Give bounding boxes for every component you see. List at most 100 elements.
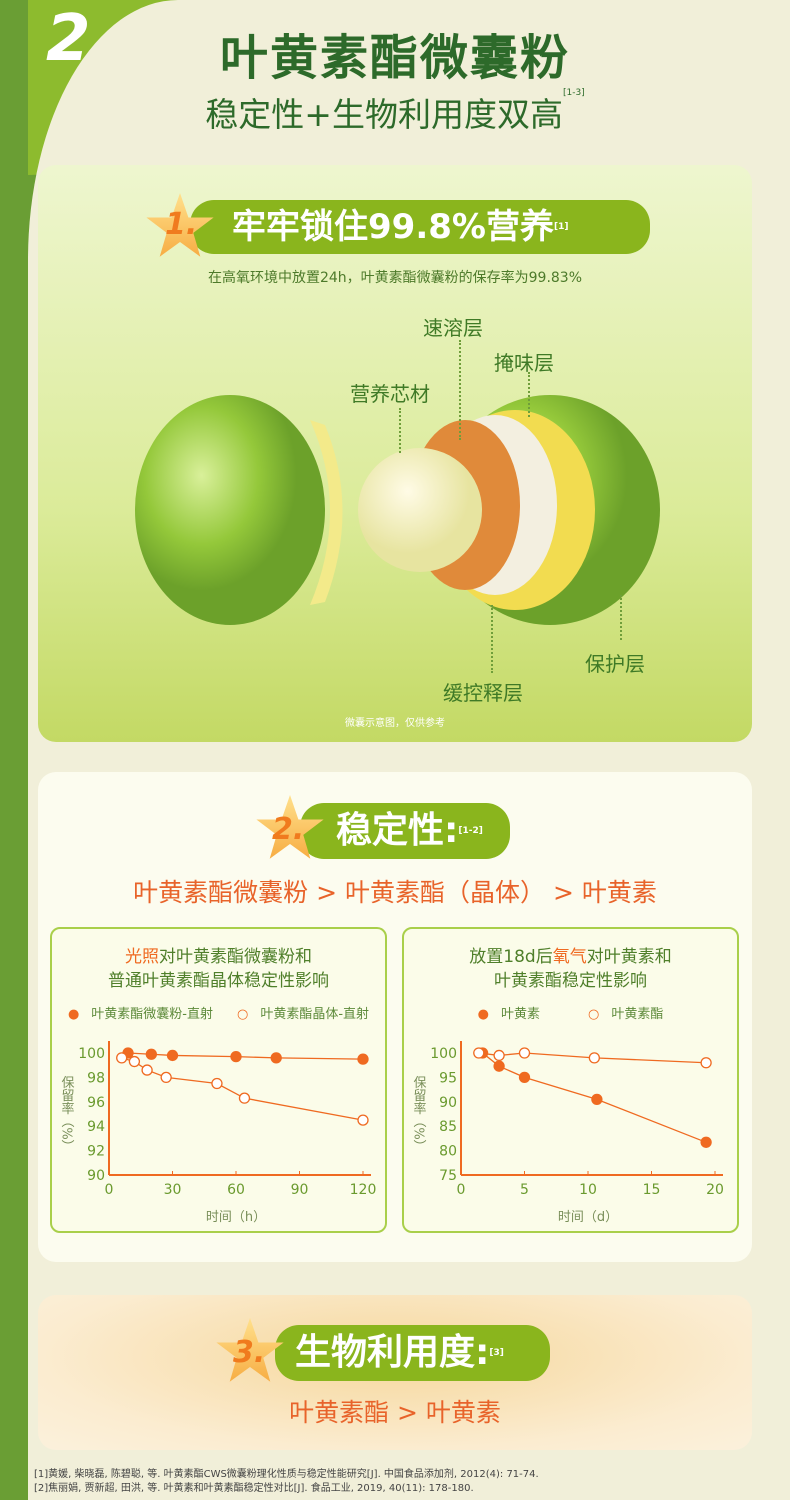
data-point (141, 1064, 153, 1076)
x-tick-label: 20 (706, 1182, 724, 1198)
x-tick-label: 10 (579, 1182, 597, 1198)
legend-label: 叶黄素酯晶体-直射 (260, 1007, 370, 1022)
illustration-note: 微囊示意图，仅供参考 (345, 718, 445, 729)
chart-title-highlight: 氧气 (552, 947, 587, 967)
label-core: 营养芯材 (350, 382, 430, 406)
chart-plot: 0 30 60 90 120 90 92 94 96 98 100 时间（h） 保留率（%） (59, 1041, 377, 1225)
x-tick-label: 120 (350, 1182, 377, 1198)
x-axis-label: 时间（h） (206, 1210, 266, 1225)
references: [1]黄媛, 柴晓磊, 陈碧聪, 等. 叶黄素酯CWS微囊粉理化性质与稳定性能研… (34, 1468, 539, 1496)
page-subtitle: 稳定性+生物利用度双高[1-3] (0, 88, 790, 136)
label-controlled-release: 缓控释层 (443, 681, 523, 705)
data-point (116, 1052, 128, 1064)
section1-desc: 在高氧环境中放置24h，叶黄素酯微囊粉的保存率为99.83% (207, 270, 583, 286)
y-tick-label: 90 (439, 1095, 457, 1111)
series-line (121, 1057, 364, 1121)
y-tick-label: 96 (87, 1095, 105, 1111)
label-taste-mask: 掩味层 (494, 351, 554, 375)
data-point (145, 1048, 157, 1060)
data-point (700, 1057, 712, 1069)
section1-heading: 牢牢锁住99.8%营养[1] (190, 200, 650, 254)
x-tick-label: 60 (227, 1182, 245, 1198)
section2-number: 2. (272, 812, 305, 847)
data-point (357, 1053, 369, 1065)
data-point (160, 1071, 172, 1084)
chart-plot: 0 5 10 15 20 75 80 85 90 95 100 时间（d） 保留率（%） (411, 1041, 724, 1225)
data-point (473, 1047, 485, 1059)
label-fast-dissolve: 速溶层 (423, 316, 483, 340)
y-axis-label: 保留率（%） (59, 1075, 75, 1152)
chart-title-part: 对叶黄素和 (586, 947, 672, 967)
legend-item: ● 叶黄素 (477, 1007, 540, 1022)
leader-line (620, 595, 622, 640)
legend-label: 叶黄素酯微囊粉-直射 (91, 1007, 213, 1022)
data-point (230, 1051, 242, 1063)
leader-line (399, 408, 401, 453)
chart-legend: ● 叶黄素酯微囊粉-直射 ○ 叶黄素酯晶体-直射 (52, 1003, 385, 1022)
y-tick-label: 90 (87, 1168, 105, 1184)
microcapsule-illustration (135, 395, 660, 625)
light-stability-chart: 光照对叶黄素酯微囊粉和普通叶黄素酯晶体稳定性影响 ● 叶黄素酯微囊粉-直射 ○ 叶黄素… (50, 927, 387, 1233)
y-tick-label: 80 (439, 1144, 457, 1160)
data-point (128, 1055, 141, 1068)
x-tick-label: 0 (457, 1182, 466, 1198)
x-tick-label: 90 (291, 1182, 309, 1198)
bioavailability-comparison: 叶黄素酯 > 叶黄素 (289, 1398, 501, 1427)
chart-title: 放置18d后氧气对叶黄素和叶黄素酯稳定性影响 (404, 945, 737, 993)
section2-heading-text: 稳定性: (336, 810, 459, 851)
section3-heading-text: 生物利用度: (295, 1332, 490, 1373)
legend-label: 叶黄素酯 (611, 1007, 664, 1022)
section1-ref: [1] (553, 222, 569, 232)
data-point (518, 1071, 531, 1084)
y-tick-label: 85 (439, 1119, 457, 1135)
y-tick-label: 95 (439, 1070, 457, 1086)
subtitle-text: 稳定性+生物利用度双高 (205, 95, 563, 134)
legend-item: ○ 叶黄素酯晶体-直射 (237, 1007, 370, 1022)
data-point (166, 1049, 179, 1062)
subtitle-ref: [1-3] (562, 88, 585, 98)
data-point (591, 1093, 603, 1106)
stability-comparison: 叶黄素酯微囊粉 > 叶黄素酯（晶体） > 叶黄素 (133, 878, 657, 907)
leader-line (528, 372, 530, 417)
section2-ref: [1-2] (458, 826, 483, 836)
chart-title-highlight: 光照 (125, 947, 159, 967)
section-number: 2 (46, 2, 91, 76)
data-point (700, 1136, 712, 1148)
chart-title-line2: 普通叶黄素酯晶体稳定性影响 (108, 971, 329, 991)
data-point (493, 1060, 505, 1072)
data-point (270, 1052, 282, 1064)
y-tick-label: 100 (430, 1046, 457, 1062)
data-point (493, 1049, 505, 1062)
y-tick-label: 98 (87, 1070, 105, 1086)
y-tick-label: 94 (87, 1119, 105, 1135)
label-protective: 保护层 (585, 652, 645, 676)
y-tick-label: 75 (439, 1168, 457, 1184)
y-tick-label: 92 (87, 1144, 105, 1160)
legend-item: ● 叶黄素酯微囊粉-直射 (67, 1007, 213, 1022)
series-line (128, 1052, 364, 1060)
left-shell-layers (310, 420, 343, 605)
section3-ref: [3] (489, 1348, 504, 1358)
leader-line (491, 605, 493, 673)
chart-title-part: 放置18d后 (469, 947, 553, 967)
chart-title-line2: 叶黄素酯稳定性影响 (494, 971, 647, 991)
page-title: 叶黄素酯微囊粉 (219, 30, 570, 86)
legend-item: ○ 叶黄素酯 (588, 1007, 664, 1022)
x-axis-label: 时间（d） (558, 1210, 618, 1225)
chart-legend: ● 叶黄素 ○ 叶黄素酯 (404, 1003, 737, 1022)
data-point (357, 1114, 369, 1126)
section1-heading-text: 牢牢锁住99.8%营养 (232, 207, 554, 247)
chart-title: 光照对叶黄素酯微囊粉和普通叶黄素酯晶体稳定性影响 (52, 945, 385, 993)
reference-item: [1]黄媛, 柴晓磊, 陈碧聪, 等. 叶黄素酯CWS微囊粉理化性质与稳定性能研… (34, 1469, 539, 1480)
x-tick-label: 30 (164, 1182, 182, 1198)
data-point (588, 1052, 601, 1064)
chart-title-part: 对叶黄素酯微囊粉和 (159, 947, 312, 967)
nutrient-core (358, 448, 482, 572)
section1-number: 1. (165, 207, 198, 242)
section3-number: 3. (233, 1335, 266, 1370)
reference-item: [2]焦丽娟, 贾新超, 田洪, 等. 叶黄素和叶黄素酯稳定性对比[J]. 食品… (34, 1483, 474, 1494)
data-point (238, 1092, 251, 1104)
data-point (211, 1077, 223, 1090)
section2-heading: 稳定性:[1-2] (300, 803, 510, 859)
x-tick-label: 15 (643, 1182, 661, 1198)
